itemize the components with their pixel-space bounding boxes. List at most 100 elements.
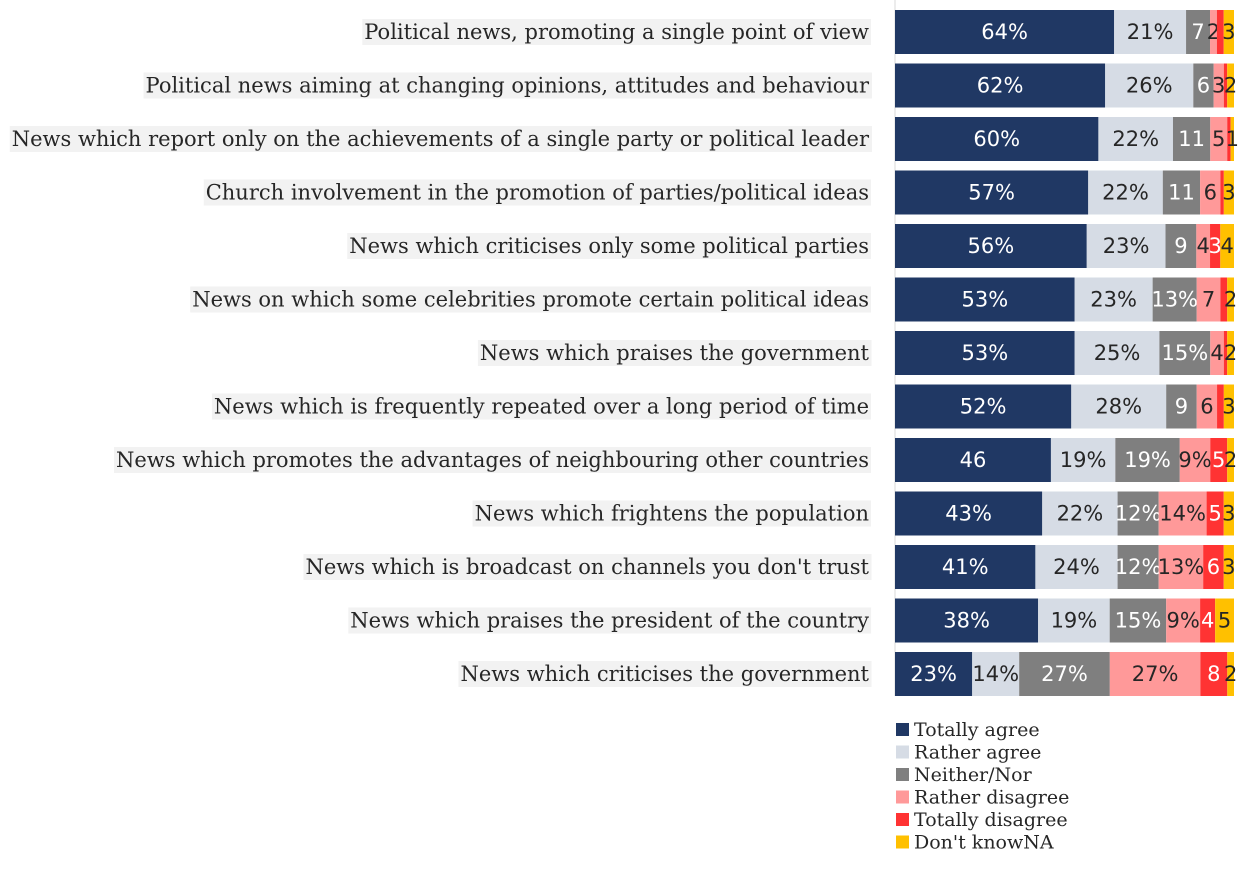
data-label: 41% [942, 555, 989, 579]
data-label: 6 [1207, 555, 1220, 579]
bar-segment [1152, 277, 1197, 322]
category-label-background [114, 447, 871, 473]
category-label: Political news aiming at changing opinio… [146, 74, 870, 98]
data-label: 13% [1158, 555, 1205, 579]
data-label: 27% [1132, 662, 1179, 686]
legend-entry: Don't knowNA [914, 832, 1054, 854]
bar-segment [1166, 598, 1201, 643]
category-label-background [190, 286, 871, 313]
data-label: 4 [1220, 234, 1233, 258]
data-label: 57% [968, 181, 1015, 205]
category-label: News which is broadcast on channels you … [305, 555, 869, 579]
bar-segment [1223, 10, 1234, 54]
bar-segment [1038, 598, 1110, 643]
legend-entry: Rather disagree [914, 787, 1069, 809]
bar-segment [895, 438, 1051, 482]
category-label-background [458, 661, 872, 687]
category-label: News which report only on the achievemen… [12, 127, 870, 151]
legend-entry: Totally agree [914, 719, 1040, 741]
bar-segment [1200, 170, 1221, 215]
bar-segment [895, 117, 1099, 161]
legend-swatch [896, 813, 909, 826]
bar-segment [895, 598, 1039, 643]
category-label-background [347, 233, 871, 259]
bar-segment [1165, 224, 1197, 268]
data-label: 1 [1226, 127, 1239, 151]
data-label: 19% [1124, 448, 1171, 472]
bar-segment [1216, 10, 1224, 54]
bar-segment [1227, 277, 1234, 322]
category-label-background [211, 393, 871, 420]
bar-segment [895, 331, 1075, 375]
data-label: 15% [1115, 609, 1162, 633]
bar-segment [1210, 438, 1228, 482]
data-label: 53% [961, 288, 1008, 312]
bar-segment [1227, 652, 1234, 696]
data-label: 38% [943, 609, 990, 633]
bar-segment [1230, 117, 1234, 161]
bar-segment [895, 277, 1075, 322]
category-label-background [9, 126, 872, 152]
bar-segment [1217, 384, 1224, 429]
bar-segment [1223, 63, 1228, 108]
bar-segment [1115, 438, 1180, 482]
data-label: 15% [1162, 341, 1209, 365]
data-label: 62% [977, 74, 1024, 98]
data-label: 24% [1053, 555, 1100, 579]
bar-segment [1213, 63, 1224, 108]
bar-segment [1210, 224, 1221, 268]
data-label: 46 [960, 448, 987, 472]
data-label: 19% [1051, 609, 1098, 633]
data-label: 12% [1115, 502, 1162, 526]
data-label: 11 [1178, 127, 1205, 151]
data-label: 3 [1212, 74, 1225, 98]
bar-segment [1166, 384, 1197, 429]
data-label: 3 [1208, 234, 1221, 258]
category-label: News which is frequently repeated over a… [214, 395, 869, 419]
data-label: 6 [1200, 395, 1213, 419]
data-label: 28% [1095, 395, 1142, 419]
legend-entry: Rather agree [914, 742, 1041, 764]
category-label: News which promotes the advantages of ne… [116, 448, 869, 472]
bar-segment [1196, 224, 1211, 268]
legend-entry: Totally disagree [914, 809, 1068, 831]
bar-segment [1098, 117, 1173, 161]
data-label: 7 [1191, 20, 1204, 44]
legend-entry: Neither/Nor [914, 764, 1033, 786]
bar-segment [1105, 63, 1194, 108]
bar-segment [1227, 63, 1234, 108]
data-label: 12% [1115, 555, 1162, 579]
bar-segment [895, 170, 1089, 215]
data-label: 14% [972, 662, 1019, 686]
bar-segment [1220, 170, 1224, 215]
data-label: 52% [960, 395, 1007, 419]
data-label: 3 [1222, 502, 1235, 526]
data-label: 2 [1224, 74, 1237, 98]
bar-segment [1071, 384, 1167, 429]
bar-segment [1158, 491, 1207, 536]
data-label: 9 [1174, 234, 1187, 258]
category-label: News which criticises only some politica… [349, 234, 869, 258]
bar-segment [1227, 117, 1231, 161]
data-label: 4 [1210, 341, 1223, 365]
bar-segment [895, 63, 1106, 108]
bar-segment [1196, 384, 1218, 429]
category-label: News which criticises the government [460, 662, 869, 686]
data-label: 2 [1224, 662, 1237, 686]
data-label: 8 [1207, 662, 1220, 686]
data-label: 9% [1166, 609, 1199, 633]
category-label: News which praises the government [480, 341, 870, 365]
bar-segment [1196, 277, 1221, 322]
bar-segment [1223, 384, 1234, 429]
data-label: 9% [1178, 448, 1211, 472]
category-label-background [348, 607, 872, 634]
bar-segment [1227, 438, 1234, 482]
category-label-background [303, 554, 872, 580]
data-label: 11 [1168, 181, 1195, 205]
data-label: 13% [1151, 288, 1198, 312]
category-label: News on which some celebrities promote c… [192, 288, 869, 312]
data-label: 3 [1222, 181, 1235, 205]
data-label: 22% [1112, 127, 1159, 151]
